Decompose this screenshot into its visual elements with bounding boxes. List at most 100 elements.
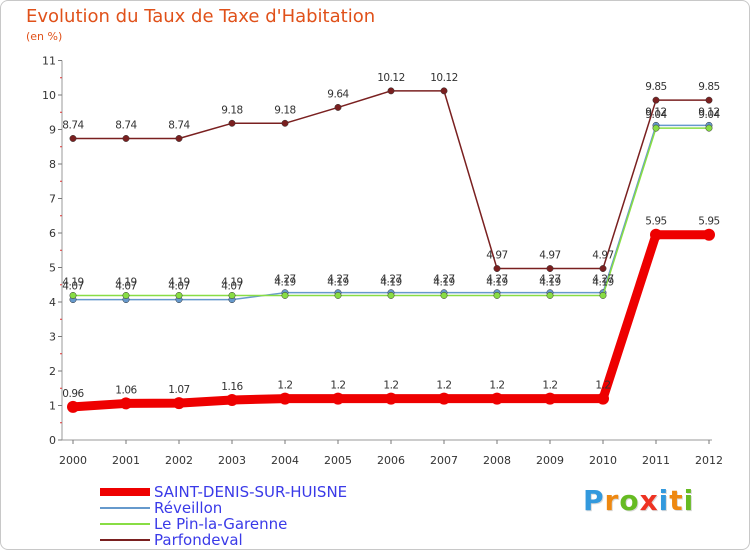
y-tick-label: 10 [42,89,56,102]
data-point-parfondeval [705,96,713,104]
logo-letter: t [669,484,684,517]
y-tick-label: 4 [49,296,56,309]
data-label-reveillon: 4.07 [168,281,189,293]
data-label-parfondeval: 9.18 [274,104,295,116]
data-label-parfondeval: 8.74 [115,119,137,131]
legend-swatch [100,523,150,525]
data-label-saint-denis-sur-huisne: 1.07 [168,384,189,396]
logo-letter: i [658,484,670,517]
y-tick-label: 8 [49,158,56,171]
data-point-saint-denis-sur-huisne [438,392,450,405]
legend-label: Parfondeval [154,531,243,549]
x-tick-label: 2000 [59,454,87,467]
data-point-parfondeval [122,135,130,142]
data-point-le-pin-la-garenne [652,124,660,132]
data-label-le-pin-la-garenne: 4.19 [592,276,613,288]
data-label-reveillon: 4.27 [380,274,401,286]
data-label-saint-denis-sur-huisne: 1.2 [489,380,504,392]
data-point-le-pin-la-garenne [334,291,342,299]
data-label-reveillon: 4.07 [62,281,83,293]
y-tick-label: 3 [49,331,56,344]
data-point-le-pin-la-garenne [387,291,395,299]
y-tick-label: 11 [42,55,56,68]
legend-swatch [100,539,150,541]
data-label-parfondeval: 4.97 [592,250,613,262]
y-tick-label: 2 [49,365,56,378]
data-label-saint-denis-sur-huisne: 1.2 [330,380,345,392]
data-label-le-pin-la-garenne: 4.19 [168,276,189,288]
chart-title: Evolution du Taux de Taxe d'Habitation [26,6,376,27]
data-point-saint-denis-sur-huisne [279,392,291,405]
data-point-saint-denis-sur-huisne [173,397,185,410]
data-point-saint-denis-sur-huisne [332,392,344,405]
x-tick-label: 2010 [589,454,617,467]
data-point-parfondeval [652,96,660,104]
data-label-reveillon: 4.07 [115,281,136,293]
x-tick-label: 2008 [483,454,511,467]
data-point-le-pin-la-garenne [175,291,183,299]
data-label-saint-denis-sur-huisne: 1.2 [542,380,557,392]
x-tick-label: 2003 [218,454,246,467]
data-point-le-pin-la-garenne [546,291,554,299]
data-label-le-pin-la-garenne: 4.19 [380,276,401,288]
data-label-parfondeval: 8.74 [168,119,190,131]
data-point-parfondeval [387,87,395,95]
data-point-saint-denis-sur-huisne [491,392,503,405]
data-label-saint-denis-sur-huisne: 1.2 [436,380,451,392]
data-label-parfondeval: 4.97 [539,250,560,262]
data-label-reveillon: 4.27 [274,274,295,286]
data-label-le-pin-la-garenne: 4.19 [433,276,454,288]
data-label-parfondeval: 10.12 [430,72,458,84]
data-point-le-pin-la-garenne [493,291,501,299]
x-tick-label: 2005 [324,454,352,467]
data-point-parfondeval [228,119,236,127]
data-point-le-pin-la-garenne [69,291,77,299]
data-label-saint-denis-sur-huisne: 1.16 [221,381,243,393]
legend-swatch [100,507,150,509]
data-label-reveillon: 4.27 [327,274,348,286]
data-label-le-pin-la-garenne: 4.19 [539,276,560,288]
data-point-le-pin-la-garenne [228,291,236,299]
data-label-reveillon: 4.27 [433,274,454,286]
data-point-saint-denis-sur-huisne [120,397,132,410]
data-label-saint-denis-sur-huisne: 1.06 [115,384,137,396]
logo-letter: r [604,484,620,517]
data-point-le-pin-la-garenne [705,124,713,132]
data-label-reveillon: 9.12 [698,106,719,118]
x-tick-label: 2009 [536,454,564,467]
line-chart: 0 1 2 3 4 5 6 7 8 9 10 11 2000 2001 2002 2003 2004 2005 20… [42,55,723,468]
data-point-parfondeval [440,87,448,95]
legend-label: Le Pin-la-Garenne [154,515,288,533]
data-point-saint-denis-sur-huisne [67,400,79,413]
data-label-parfondeval: 8.74 [62,119,84,131]
legend-swatch [100,488,150,496]
data-label-saint-denis-sur-huisne: 5.95 [645,216,666,228]
data-label-reveillon: 4.27 [592,274,613,286]
logo-letter: P [583,484,605,517]
data-point-saint-denis-sur-huisne [544,392,556,405]
y-tick-label: 0 [49,434,56,447]
data-label-le-pin-la-garenne: 4.19 [221,276,242,288]
x-tick-label: 2004 [271,454,299,467]
x-tick-label: 2007 [430,454,458,467]
series-line-le-pin-la-garenne [72,127,710,297]
logo-letter: i [683,484,695,517]
data-label-saint-denis-sur-huisne: 5.95 [698,216,719,228]
proxiti-logo: Proxiti [583,484,694,517]
data-point-saint-denis-sur-huisne [650,228,662,241]
data-point-saint-denis-sur-huisne [385,392,397,405]
data-label-parfondeval: 9.64 [327,88,349,100]
data-label-le-pin-la-garenne: 4.19 [327,276,348,288]
legend-label: SAINT-DENIS-SUR-HUISNE [154,483,348,501]
y-tick-label: 5 [49,262,56,275]
x-tick-label: 2006 [377,454,405,467]
data-label-le-pin-la-garenne: 4.19 [115,276,136,288]
data-point-parfondeval [493,265,501,272]
chart-subtitle: (en %) [26,30,63,43]
data-label-saint-denis-sur-huisne: 0.96 [62,388,84,400]
data-point-saint-denis-sur-huisne [226,393,238,406]
data-point-le-pin-la-garenne [440,291,448,299]
data-point-parfondeval [281,119,289,127]
data-point-le-pin-la-garenne [281,291,289,299]
